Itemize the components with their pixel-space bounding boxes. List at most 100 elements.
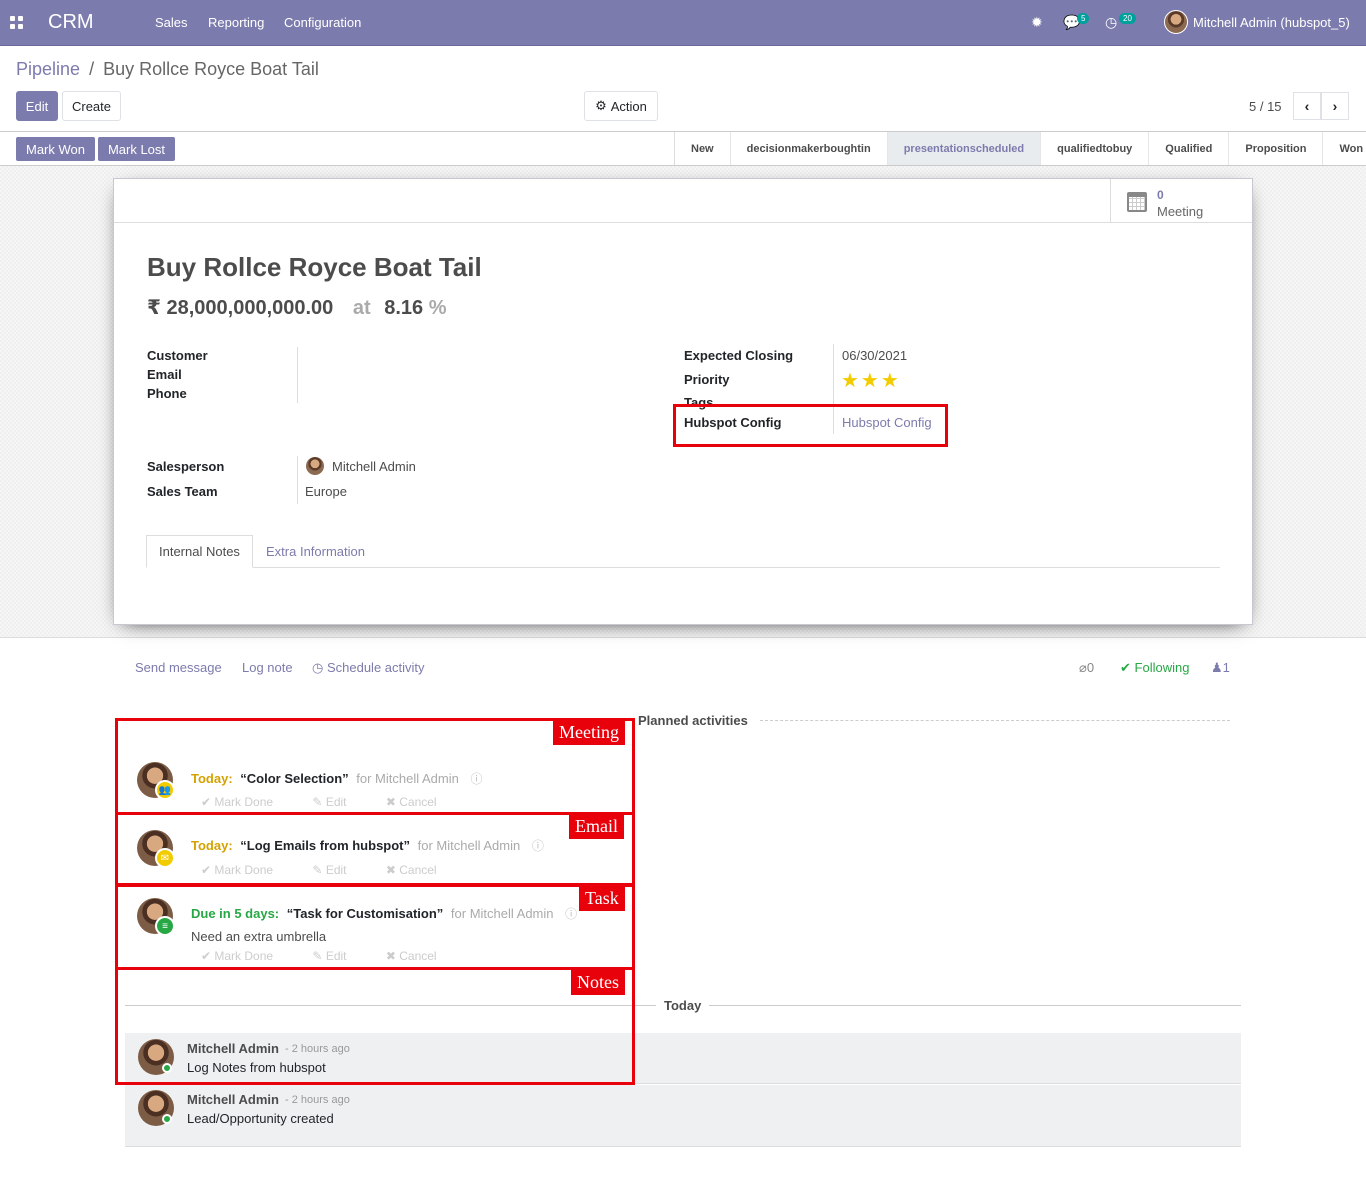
online-status-icon (162, 1114, 172, 1124)
customer-label: Customer (147, 348, 208, 363)
schedule-activity-button[interactable]: ◷ Schedule activity (312, 660, 425, 676)
info-icon[interactable]: ⓘ (565, 907, 578, 921)
notebook-tabs: Internal Notes Extra Information (146, 535, 1220, 568)
percent-sign: % (428, 297, 447, 319)
info-icon[interactable]: ⓘ (470, 772, 483, 786)
following-button[interactable]: ✔ Following (1120, 660, 1189, 676)
mark-lost-button[interactable]: Mark Lost (98, 137, 175, 161)
send-message-button[interactable]: Send message (135, 660, 222, 675)
probability-value[interactable]: 8.16 (384, 297, 424, 319)
stage-proposition[interactable]: Proposition (1229, 132, 1324, 165)
planned-divider (760, 720, 1230, 721)
top-navbar: CRM Sales Reporting Configuration ✹ 💬 5 … (0, 0, 1366, 46)
stage-presentationscheduled[interactable]: presentationscheduled (887, 132, 1042, 165)
tab-internal-notes[interactable]: Internal Notes (146, 535, 253, 568)
attachments-button[interactable]: ⌀0 (1079, 660, 1094, 676)
messages-badge: 5 (1077, 13, 1090, 24)
activity-task: Due in 5 days: “Task for Customisation” … (191, 905, 577, 922)
mark-done-button[interactable]: ✔ Mark Done (201, 949, 274, 963)
message-date: - 2 hours ago (285, 1094, 350, 1106)
message-date: - 2 hours ago (285, 1043, 350, 1055)
hubspot-config-highlight (673, 404, 948, 447)
paperclip-icon: ⌀ (1079, 660, 1087, 675)
breadcrumb-pipeline[interactable]: Pipeline (16, 59, 81, 79)
activity-summary: “Color Selection” (240, 771, 349, 786)
user-avatar[interactable] (1164, 10, 1188, 34)
app-brand[interactable]: CRM (48, 11, 94, 33)
user-menu[interactable]: Mitchell Admin (hubspot_5) (1193, 15, 1350, 30)
edit-activity-button[interactable]: ✎ Edit (312, 863, 347, 877)
email-annotation-tag: Email (569, 813, 624, 839)
edit-activity-button[interactable]: ✎ Edit (312, 795, 347, 809)
field-divider (833, 344, 834, 434)
pager-value[interactable]: 5 / 15 (1249, 99, 1282, 114)
edit-button[interactable]: Edit (16, 91, 58, 121)
following-label: Following (1134, 660, 1190, 675)
opportunity-title[interactable]: Buy Rollce Royce Boat Tail (147, 252, 482, 282)
messages-icon[interactable]: 💬 (1063, 14, 1081, 30)
cancel-activity-button[interactable]: ✖ Cancel (385, 795, 437, 809)
clock-icon: ◷ (312, 660, 324, 675)
notes-highlight (115, 967, 635, 1085)
stage-new[interactable]: New (675, 132, 731, 165)
expected-closing-label: Expected Closing (684, 348, 794, 363)
activity-when: Today: (191, 838, 233, 853)
menu-reporting[interactable]: Reporting (208, 15, 265, 30)
log-note-button[interactable]: Log note (242, 660, 293, 675)
activity-actions: ✔ Mark Done ✎ Edit ✖ Cancel (201, 795, 473, 809)
activity-assignee: for Mitchell Admin (450, 906, 554, 921)
chevron-left-icon: ‹ (1304, 98, 1310, 114)
statusbar: Mark Won Mark Lost New decisionmakerboug… (0, 131, 1366, 166)
salesperson-label: Salesperson (147, 459, 225, 474)
online-status-icon (162, 1063, 172, 1073)
breadcrumb-current: Buy Rollce Royce Boat Tail (103, 59, 319, 79)
envelope-icon: ✉ (155, 848, 175, 868)
revenue-amount[interactable]: ₹ 28,000,000,000.00 (147, 297, 334, 319)
action-button[interactable]: ⚙ Action (584, 91, 658, 121)
cancel-activity-button[interactable]: ✖ Cancel (385, 863, 437, 877)
mark-won-button[interactable]: Mark Won (16, 137, 95, 161)
message (125, 1085, 1241, 1147)
edit-activity-button[interactable]: ✎ Edit (312, 949, 347, 963)
activity-when: Today: (191, 771, 233, 786)
salesperson-value[interactable]: Mitchell Admin (332, 459, 416, 474)
stage-won[interactable]: Won (1339, 142, 1364, 155)
button-box: 0 Meeting (114, 179, 1252, 223)
activity-clock-icon[interactable]: ◷ (1105, 14, 1118, 30)
activities-badge: 20 (1119, 13, 1136, 24)
mark-done-button[interactable]: ✔ Mark Done (201, 795, 274, 809)
cancel-activity-button[interactable]: ✖ Cancel (385, 949, 437, 963)
meeting-smart-button[interactable]: 0 Meeting (1110, 179, 1252, 222)
followers-button[interactable]: ♟1 (1211, 660, 1230, 676)
stage-qualified[interactable]: Qualified (1149, 132, 1230, 165)
message-author[interactable]: Mitchell Admin (187, 1092, 279, 1107)
stage-decisionmakerboughtin[interactable]: decisionmakerboughtin (731, 132, 888, 165)
tab-extra-information[interactable]: Extra Information (266, 544, 365, 559)
stage-qualifiedtobuy[interactable]: qualifiedtobuy (1041, 132, 1150, 165)
task-annotation-tag: Task (579, 885, 625, 911)
hubspot-config-value[interactable]: Hubspot Config (842, 415, 932, 430)
menu-configuration[interactable]: Configuration (284, 15, 362, 30)
message-author[interactable]: Mitchell Admin (187, 1041, 279, 1056)
bug-icon[interactable]: ✹ (1031, 14, 1043, 30)
menu-sales[interactable]: Sales (155, 15, 188, 30)
activity-when: Due in 5 days: (191, 906, 280, 921)
email-label: Email (147, 367, 182, 382)
sales-team-label: Sales Team (147, 484, 218, 499)
mark-done-button[interactable]: ✔ Mark Done (201, 863, 274, 877)
meeting-icon: 👥 (155, 780, 175, 800)
activity-assignee: for Mitchell Admin (417, 838, 521, 853)
sales-team-value[interactable]: Europe (305, 484, 347, 499)
planned-activities-toggle[interactable]: Planned activities (634, 713, 752, 728)
create-button[interactable]: Create (62, 91, 121, 121)
pager-next-button[interactable]: › (1321, 92, 1349, 120)
priority-stars[interactable]: ★★★ (841, 370, 901, 392)
pager-previous-button[interactable]: ‹ (1293, 92, 1321, 120)
expected-revenue: ₹ 28,000,000,000.00 at 8.16 % (147, 295, 447, 320)
priority-label: Priority (684, 372, 730, 387)
expected-closing-value[interactable]: 06/30/2021 (842, 348, 908, 363)
info-icon[interactable]: ⓘ (531, 839, 544, 853)
apps-icon[interactable] (10, 16, 23, 29)
revenue-at-label: at (352, 297, 371, 319)
hubspot-config-label: Hubspot Config (684, 415, 782, 430)
